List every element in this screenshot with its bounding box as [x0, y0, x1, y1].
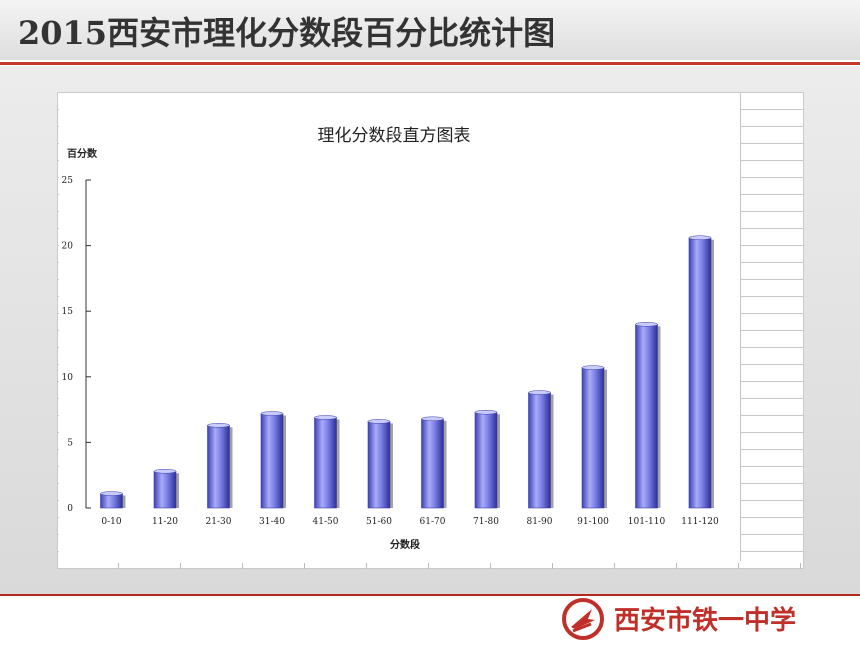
x-tick-label: 0-10 [101, 517, 121, 527]
y-tick-label: 15 [62, 307, 74, 317]
bar [635, 322, 661, 509]
x-tick-label: 21-30 [206, 517, 232, 527]
x-axis-label: 分数段 [390, 538, 420, 551]
y-tick-label: 20 [62, 242, 74, 252]
title-rule [0, 62, 860, 65]
spreadsheet-columns [57, 563, 802, 569]
chart-tick-labels: 0-10 11-20 21-30 31-40 41-50 51-60 61-70 71-80 8… [101, 517, 719, 527]
bar [421, 416, 447, 509]
x-tick-label: 31-40 [259, 517, 285, 527]
school-name: 西安市铁一中学 [614, 606, 797, 636]
bar [100, 491, 126, 509]
school-logo-icon [561, 597, 605, 641]
chart-bars [100, 235, 714, 509]
bar-chart: 理化分数段直方图表 百分数 分数段 0 5 10 15 20 25 0-10 11-20 21… [62, 126, 719, 551]
x-tick-label: 51-60 [366, 517, 392, 527]
bar [581, 365, 607, 509]
chart-panel: 理化分数段直方图表 百分数 分数段 0 5 10 15 20 25 0-10 11-20 21… [59, 93, 741, 561]
x-tick-label: 101-110 [628, 517, 666, 527]
x-tick-label: 11-20 [152, 517, 178, 527]
title-band [0, 0, 860, 60]
bar [688, 235, 714, 509]
footer [0, 596, 860, 645]
x-tick-label: 91-100 [577, 517, 609, 527]
x-tick-label: 41-50 [313, 517, 339, 527]
y-tick-label: 10 [62, 373, 74, 383]
y-tick-label: 25 [62, 176, 74, 186]
x-tick-label: 71-80 [473, 517, 499, 527]
footer-rule [0, 594, 860, 596]
bar [314, 415, 340, 509]
x-tick-label: 61-70 [420, 517, 446, 527]
bar [153, 469, 179, 509]
bar [367, 419, 393, 509]
chart-title: 理化分数段直方图表 [318, 126, 471, 146]
bar [528, 390, 554, 509]
x-tick-label: 111-120 [681, 517, 719, 527]
bar [207, 423, 233, 509]
slide-title: 2015西安市理化分数段百分比统计图 [18, 14, 556, 52]
y-tick-label: 5 [67, 438, 73, 448]
chart-axes: 0 5 10 15 20 25 [62, 176, 91, 514]
y-tick-label: 0 [67, 504, 73, 514]
bar [474, 409, 500, 509]
x-tick-label: 81-90 [527, 517, 553, 527]
bar [260, 411, 286, 509]
y-axis-label: 百分数 [67, 147, 98, 160]
